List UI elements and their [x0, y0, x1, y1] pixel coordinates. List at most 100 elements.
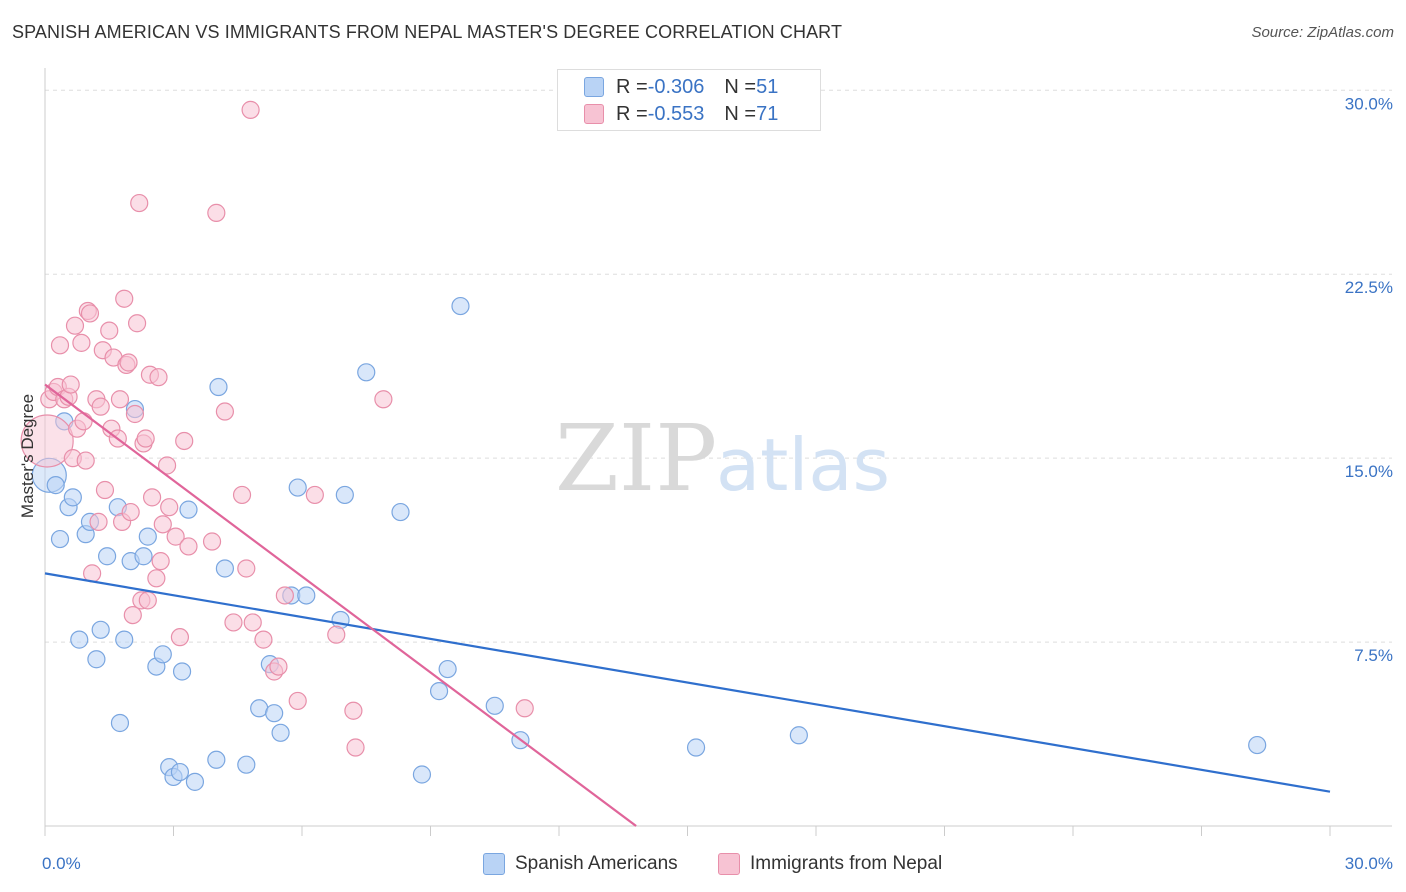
data-point — [374, 390, 393, 409]
legend-n-value: 71 — [756, 102, 779, 125]
bottom-legend-label: Immigrants from Nepal — [750, 853, 943, 874]
data-point — [125, 404, 145, 424]
data-point — [91, 620, 110, 639]
data-point — [357, 363, 376, 382]
data-point — [237, 559, 256, 578]
source-label: Source: ZipAtlas.com — [1251, 24, 1394, 41]
watermark-atlas: atlas — [716, 423, 890, 507]
trendlines — [44, 383, 1331, 827]
data-point — [288, 691, 307, 711]
data-point — [485, 696, 504, 715]
data-point — [207, 203, 226, 222]
data-point — [151, 552, 170, 571]
y-tick-label: 30.0% — [1345, 94, 1393, 113]
data-point — [346, 738, 365, 757]
data-point — [438, 659, 457, 679]
data-point — [63, 488, 82, 507]
bottom-legend-swatch-pink — [718, 853, 740, 875]
bottom-legend-swatch-blue — [483, 853, 505, 875]
data-point — [136, 429, 155, 448]
data-point — [130, 193, 149, 213]
data-point — [265, 704, 284, 723]
data-point — [138, 591, 157, 610]
data-point — [153, 645, 172, 664]
data-point — [72, 333, 91, 352]
series-immigrants-from-nepal — [20, 100, 534, 757]
data-point — [115, 289, 134, 308]
data-point — [147, 569, 166, 588]
data-point — [87, 650, 106, 669]
data-point — [100, 321, 119, 340]
data-point — [80, 304, 100, 323]
data-point — [335, 485, 354, 505]
data-point — [153, 515, 172, 534]
data-point — [76, 451, 95, 470]
data-point — [243, 613, 262, 632]
data-point — [123, 605, 142, 625]
data-point — [429, 682, 449, 701]
data-point — [50, 529, 70, 549]
data-point — [65, 316, 85, 335]
tick-labels: 7.5% 15.0% 22.5% 30.0% 0.0% 30.0% — [42, 94, 1393, 873]
legend-r-value: -0.553 — [647, 102, 705, 125]
legend-r-value: -0.306 — [647, 75, 705, 98]
y-tick-label: 7.5% — [1354, 646, 1393, 665]
data-point — [232, 485, 252, 505]
data-point — [110, 713, 130, 733]
data-point — [61, 375, 80, 394]
data-point — [160, 498, 179, 517]
legend-r-label: R = — [616, 75, 648, 98]
data-point — [215, 402, 234, 421]
legend-row-immigrants-from-nepal: R = -0.553 N = 71 — [584, 101, 778, 127]
data-point — [115, 630, 134, 649]
data-point — [275, 586, 294, 605]
data-point — [91, 397, 110, 416]
legend-r-label: R = — [616, 102, 648, 125]
data-point — [134, 547, 153, 566]
data-point — [515, 699, 534, 718]
y-tick-label: 22.5% — [1345, 278, 1393, 297]
data-point — [89, 512, 108, 531]
series-spanish-americans — [31, 296, 1267, 791]
legend-swatch-pink — [584, 104, 604, 124]
data-point — [119, 353, 138, 372]
data-point — [412, 765, 432, 784]
data-point — [98, 547, 117, 566]
correlation-legend: R = -0.306 N = 51 R = -0.553 N = 71 — [557, 69, 821, 131]
data-point — [344, 701, 363, 720]
data-point — [95, 480, 115, 500]
data-point — [209, 377, 228, 397]
trendline-spanish-americans — [44, 572, 1331, 793]
y-axis-label: Master's Degree — [18, 394, 37, 518]
data-point — [179, 537, 198, 556]
legend-swatch-blue — [584, 77, 604, 97]
gridlines — [45, 89, 1392, 643]
x-tick-label-max: 30.0% — [1345, 854, 1393, 873]
data-point — [241, 100, 260, 119]
data-point — [170, 762, 190, 782]
data-point — [70, 630, 89, 649]
data-point — [175, 431, 194, 451]
data-point — [327, 625, 346, 644]
data-point — [224, 613, 243, 632]
trendline-immigrants-from-nepal — [44, 383, 637, 827]
data-point — [142, 488, 162, 507]
data-point — [686, 738, 706, 757]
data-point — [157, 456, 177, 475]
data-point — [170, 628, 190, 647]
y-tick-label: 15.0% — [1345, 462, 1393, 481]
data-point — [46, 476, 65, 495]
bottom-legend-immigrants-from-nepal: Immigrants from Nepal — [718, 851, 942, 877]
data-point — [269, 657, 288, 676]
data-point — [179, 500, 198, 519]
x-tick-label-min: 0.0% — [42, 854, 81, 873]
data-point — [250, 699, 269, 718]
data-point — [20, 414, 74, 468]
data-point — [166, 527, 185, 546]
data-point — [207, 750, 226, 769]
legend-row-spanish-americans: R = -0.306 N = 51 — [584, 74, 778, 100]
bottom-legend-spanish-americans: Spanish Americans — [483, 851, 678, 877]
data-point — [185, 772, 205, 791]
legend-n-label: N = — [724, 102, 757, 125]
